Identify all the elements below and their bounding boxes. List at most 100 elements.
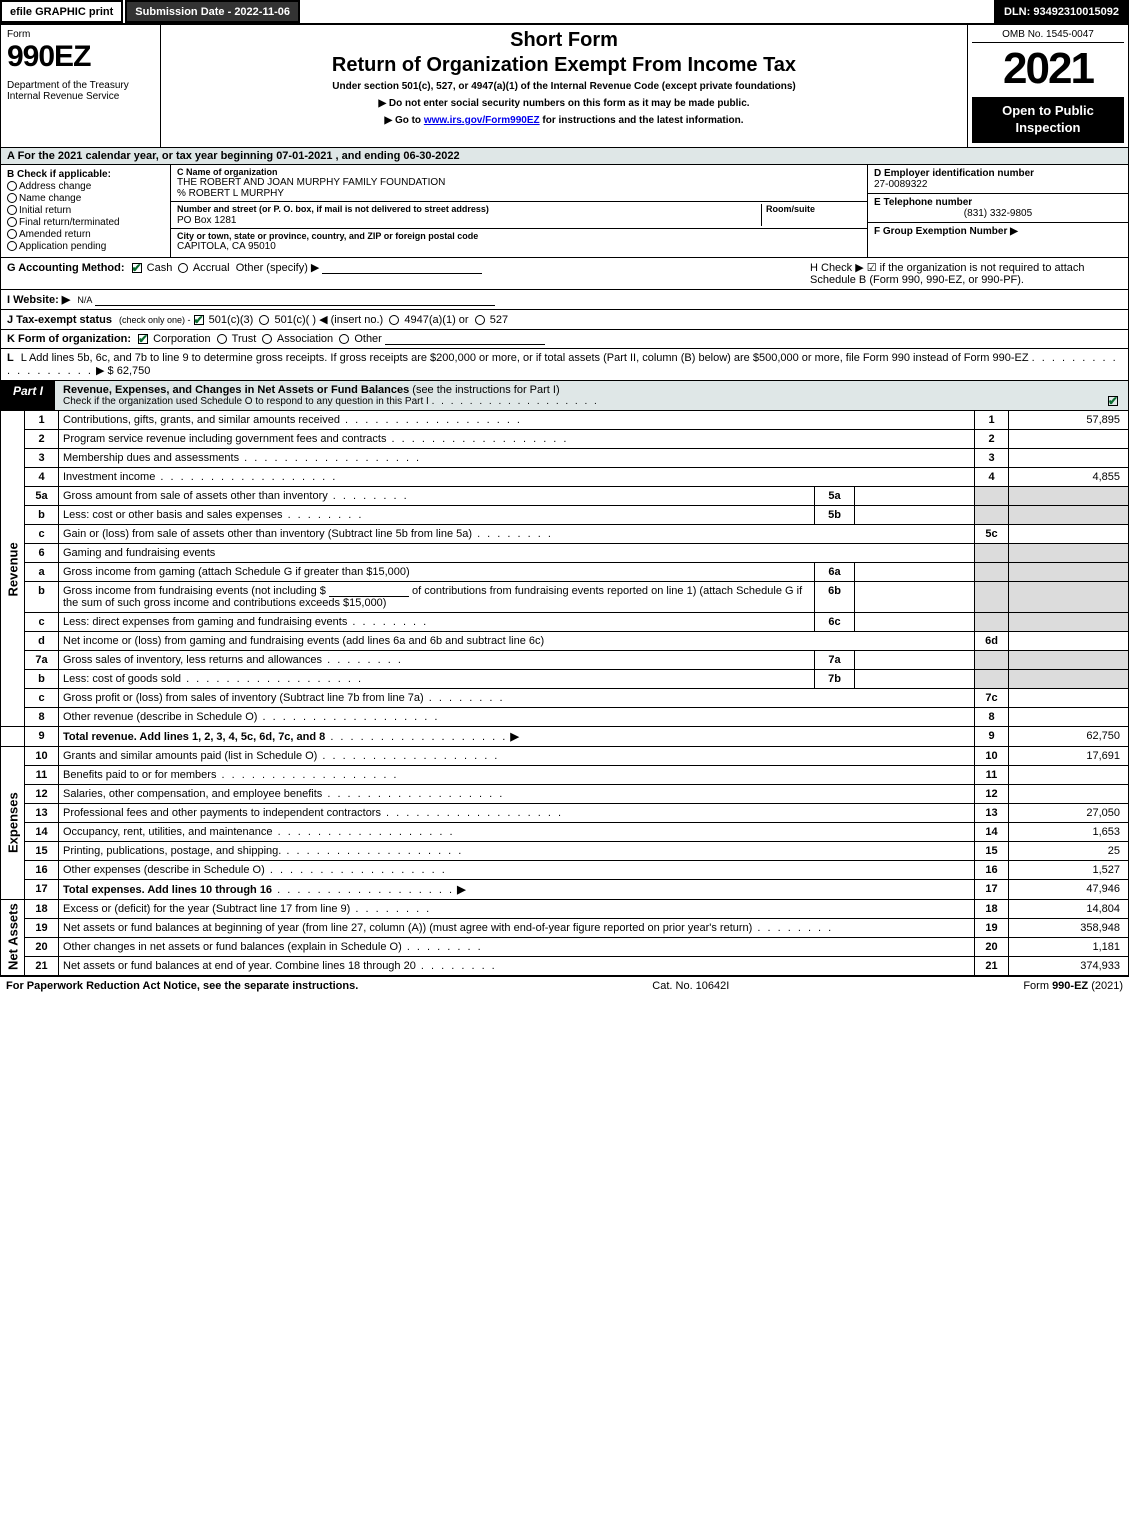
footer-right: Form 990-EZ (2021)	[1023, 980, 1123, 992]
row-colnum-shade	[975, 562, 1009, 581]
cb-4947[interactable]	[389, 315, 399, 325]
website-field[interactable]	[95, 294, 495, 306]
instruction-link-row: ▶ Go to www.irs.gov/Form990EZ for instru…	[169, 115, 959, 126]
inline-val	[855, 562, 975, 581]
line-l: L L Add lines 5b, 6c, and 7b to line 9 t…	[0, 349, 1129, 381]
phone-value: (831) 332-9805	[874, 208, 1122, 219]
cb-other-org[interactable]	[339, 334, 349, 344]
inline-val	[855, 581, 975, 612]
part1-title: Revenue, Expenses, and Changes in Net As…	[63, 384, 409, 396]
cb-trust[interactable]	[217, 334, 227, 344]
row-colnum: 14	[975, 822, 1009, 841]
cb-association[interactable]	[262, 334, 272, 344]
cb-application-pending[interactable]: Application pending	[7, 241, 164, 252]
cb-cash[interactable]	[132, 263, 142, 273]
row-val-shade	[1009, 612, 1129, 631]
tax-year: 2021	[972, 47, 1124, 91]
row-colnum: 15	[975, 841, 1009, 860]
row-desc: Gross income from gaming (attach Schedul…	[63, 566, 410, 578]
row-val-shade	[1009, 650, 1129, 669]
other-specify-field[interactable]	[322, 262, 482, 274]
row-val-shade	[1009, 543, 1129, 562]
row-num: 1	[25, 411, 59, 430]
row-colnum: 6d	[975, 631, 1009, 650]
open-to-public: Open to Public Inspection	[972, 97, 1124, 143]
inline-box: 5a	[815, 486, 855, 505]
col-def: D Employer identification number 27-0089…	[868, 165, 1128, 257]
row-val-shade	[1009, 505, 1129, 524]
row-colnum: 16	[975, 860, 1009, 879]
col-c: C Name of organization THE ROBERT AND JO…	[171, 165, 868, 257]
efile-graphic-print[interactable]: efile GRAPHIC print	[0, 0, 123, 23]
row-num: a	[25, 562, 59, 581]
other-org-label: Other	[354, 333, 382, 345]
row-num: 9	[25, 726, 59, 746]
row-colnum: 10	[975, 746, 1009, 765]
return-subtitle: Under section 501(c), 527, or 4947(a)(1)…	[169, 81, 959, 92]
row-desc: Gaming and fundraising events	[63, 547, 215, 559]
row-desc: Less: cost of goods sold	[63, 673, 181, 685]
cb-501c-other[interactable]	[259, 315, 269, 325]
line-j-note: (check only one) -	[119, 315, 191, 325]
row-num: 4	[25, 467, 59, 486]
city-row: City or town, state or province, country…	[171, 229, 867, 254]
row-val: 57,895	[1009, 411, 1129, 430]
cb-corporation[interactable]	[138, 334, 148, 344]
row-val: 27,050	[1009, 803, 1129, 822]
cb-501c3[interactable]	[194, 315, 204, 325]
row-desc: Membership dues and assessments	[63, 452, 239, 464]
row-num: 20	[25, 937, 59, 956]
vtab-netassets: Net Assets	[1, 899, 25, 975]
row-desc: Net assets or fund balances at beginning…	[63, 922, 752, 934]
corp-label: Corporation	[153, 333, 210, 345]
row-colnum: 8	[975, 707, 1009, 726]
arrow-icon: ▶	[510, 731, 518, 743]
row-num: 12	[25, 784, 59, 803]
other-org-field[interactable]	[385, 333, 545, 345]
cb-initial-return[interactable]: Initial return	[7, 205, 164, 216]
row-val: 374,933	[1009, 956, 1129, 975]
other-label: Other (specify) ▶	[236, 262, 320, 274]
row-num: 14	[25, 822, 59, 841]
row-num: c	[25, 612, 59, 631]
dln: DLN: 93492310015092	[994, 0, 1129, 23]
cb-address-change[interactable]: Address change	[7, 181, 164, 192]
inline-val	[855, 669, 975, 688]
ein-value: 27-0089322	[874, 179, 1122, 190]
inline-box: 5b	[815, 505, 855, 524]
part1-lines-table: Revenue 1 Contributions, gifts, grants, …	[0, 411, 1129, 976]
cb-amended-return[interactable]: Amended return	[7, 229, 164, 240]
row-colnum: 2	[975, 429, 1009, 448]
row-val: 1,181	[1009, 937, 1129, 956]
row-colnum: 3	[975, 448, 1009, 467]
row-val: 14,804	[1009, 899, 1129, 918]
irs-link[interactable]: www.irs.gov/Form990EZ	[424, 115, 540, 126]
cb-name-change[interactable]: Name change	[7, 193, 164, 204]
row-val	[1009, 707, 1129, 726]
contributions-field[interactable]	[329, 585, 409, 597]
row-num: 21	[25, 956, 59, 975]
inline-box: 6b	[815, 581, 855, 612]
line-i: I Website: ▶ N/A	[0, 290, 1129, 310]
cb-schedule-o-part1[interactable]	[1108, 396, 1118, 406]
footer-right-form: 990-EZ	[1052, 980, 1088, 992]
cb-final-return[interactable]: Final return/terminated	[7, 217, 164, 228]
row-colnum: 11	[975, 765, 1009, 784]
row-colnum: 4	[975, 467, 1009, 486]
header-right: OMB No. 1545-0047 2021 Open to Public In…	[968, 25, 1128, 147]
cb-accrual[interactable]	[178, 263, 188, 273]
row-val	[1009, 524, 1129, 543]
trust-label: Trust	[232, 333, 257, 345]
inline-val	[855, 650, 975, 669]
row-desc: Contributions, gifts, grants, and simila…	[63, 414, 340, 426]
section-a: A For the 2021 calendar year, or tax yea…	[0, 148, 1129, 165]
room-label: Room/suite	[766, 204, 815, 214]
row-colnum: 17	[975, 879, 1009, 899]
row-num: b	[25, 669, 59, 688]
row-num: 11	[25, 765, 59, 784]
cb-527[interactable]	[475, 315, 485, 325]
row-desc: Professional fees and other payments to …	[63, 807, 381, 819]
header-center: Short Form Return of Organization Exempt…	[161, 25, 968, 147]
row-num: c	[25, 524, 59, 543]
row-num: 18	[25, 899, 59, 918]
